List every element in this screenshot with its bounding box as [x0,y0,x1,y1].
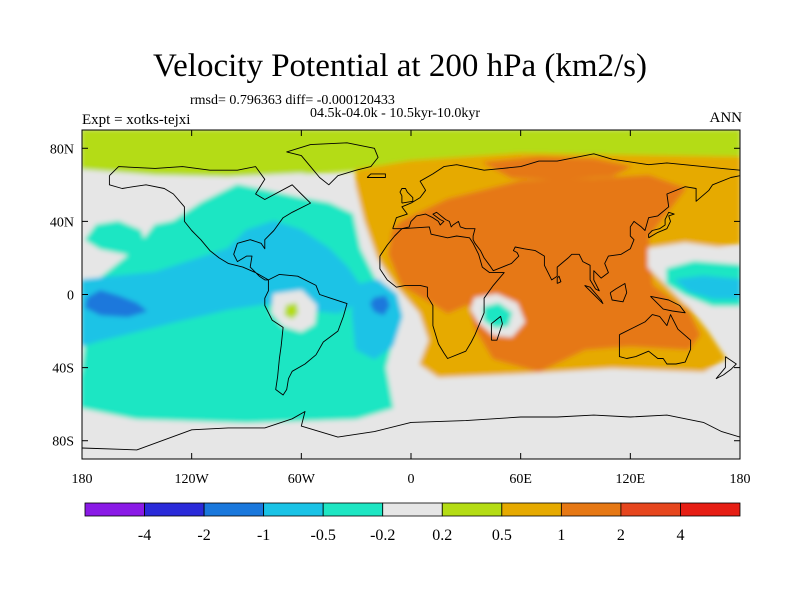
colorbar-swatch [263,502,324,517]
coastline-sumatra [584,284,604,305]
colorbar-swatch [203,502,265,517]
coastline-madagascar [490,315,503,341]
contour-region-central-asia-strong [483,156,632,181]
x-tick-label: 180 [72,472,93,487]
contour-region-west-pacific-neg [675,275,740,299]
contour-region-pacific-americas-neg [82,220,361,347]
coastline-south-america [264,273,348,396]
coastline-british-isles [399,188,414,204]
colorbar-label: 1 [557,527,565,544]
colorbar-label: 0.2 [432,527,452,544]
coastline-new-zealand [715,356,737,380]
coastline-north-america [108,166,311,281]
colorbar-label: -0.2 [370,527,395,544]
x-tick-label: 60E [509,472,532,487]
colorbar-label: -2 [197,527,210,544]
colorbar-swatch [560,502,622,517]
coastline-iceland [366,173,386,178]
contour-region-south-atlantic-strong-neg [370,295,390,316]
colorbar-swatch [620,502,681,517]
x-tick-label: 60W [288,472,316,487]
experiment-label: Expt = xotks-tejxi [82,112,191,128]
contour-fill-layer [82,130,740,459]
colorbar-swatch [322,502,384,517]
colorbar: -4 -2 -1 -0.5 -0.2 0.2 0.5 1 2 4 [84,502,741,544]
x-tick-label: 0 [408,472,415,487]
colorbar-swatch [144,502,205,517]
colorbar-swatch [84,502,145,517]
y-tick-label: 40N [50,215,74,230]
season-label: ANN [709,110,743,126]
x-tick-label: 120E [616,472,646,487]
coastline-greenland [286,142,379,186]
contour-region-east-atlantic-neg [351,279,403,360]
colorbar-swatch [441,502,503,517]
colorbar-swatch [501,502,562,517]
contour-region-afro-asian-strong [388,174,701,373]
y-tick-label: 80S [52,435,74,450]
colorbar-label: -1 [257,527,270,544]
colorbar-swatch [382,502,443,517]
contour-region-amazon-positive [284,302,299,320]
coastline-new-guinea [650,295,686,314]
colorbar-label: -0.5 [311,527,336,544]
colorbar-label: -4 [138,527,151,544]
coastline-japan [648,211,675,239]
x-tick-label: 180 [730,472,751,487]
y-tick-label: 40S [52,362,74,377]
contour-region-indian-ocean-weak-neg [483,302,513,329]
stats-line: rmsd= 0.796363 diff= -0.000120433 [190,93,395,108]
coastline-antarctica [82,411,740,451]
coastline-eurasia [392,153,740,292]
chart-title: Velocity Potential at 200 hPa (km2/s) [152,48,648,84]
colorbar-label: 0.5 [492,527,512,544]
y-tick-label: 0 [67,289,74,304]
colorbar-swatch [680,502,741,517]
contour-region-northeast-pacific-weak-neg [84,220,147,256]
coastline-borneo [609,283,628,303]
chart-subtitle: 04.5k-04.0k - 10.5kyr-10.0kyr [310,106,481,121]
x-tick-label: 120W [175,472,210,487]
coastline-sri-lanka [556,275,562,284]
coastline-africa [379,226,505,359]
axis-ticks: 180 120W 60W 0 60E 120E 180 80N 40N 0 40S 80S [50,130,751,487]
y-tick-label: 80N [50,142,74,157]
contour-region-central-pacific-strong-neg [84,290,147,318]
colorbar-label: 2 [617,527,625,544]
coastline-australia [618,314,692,365]
colorbar-label: 4 [676,527,684,544]
coastline-layer [82,142,740,451]
